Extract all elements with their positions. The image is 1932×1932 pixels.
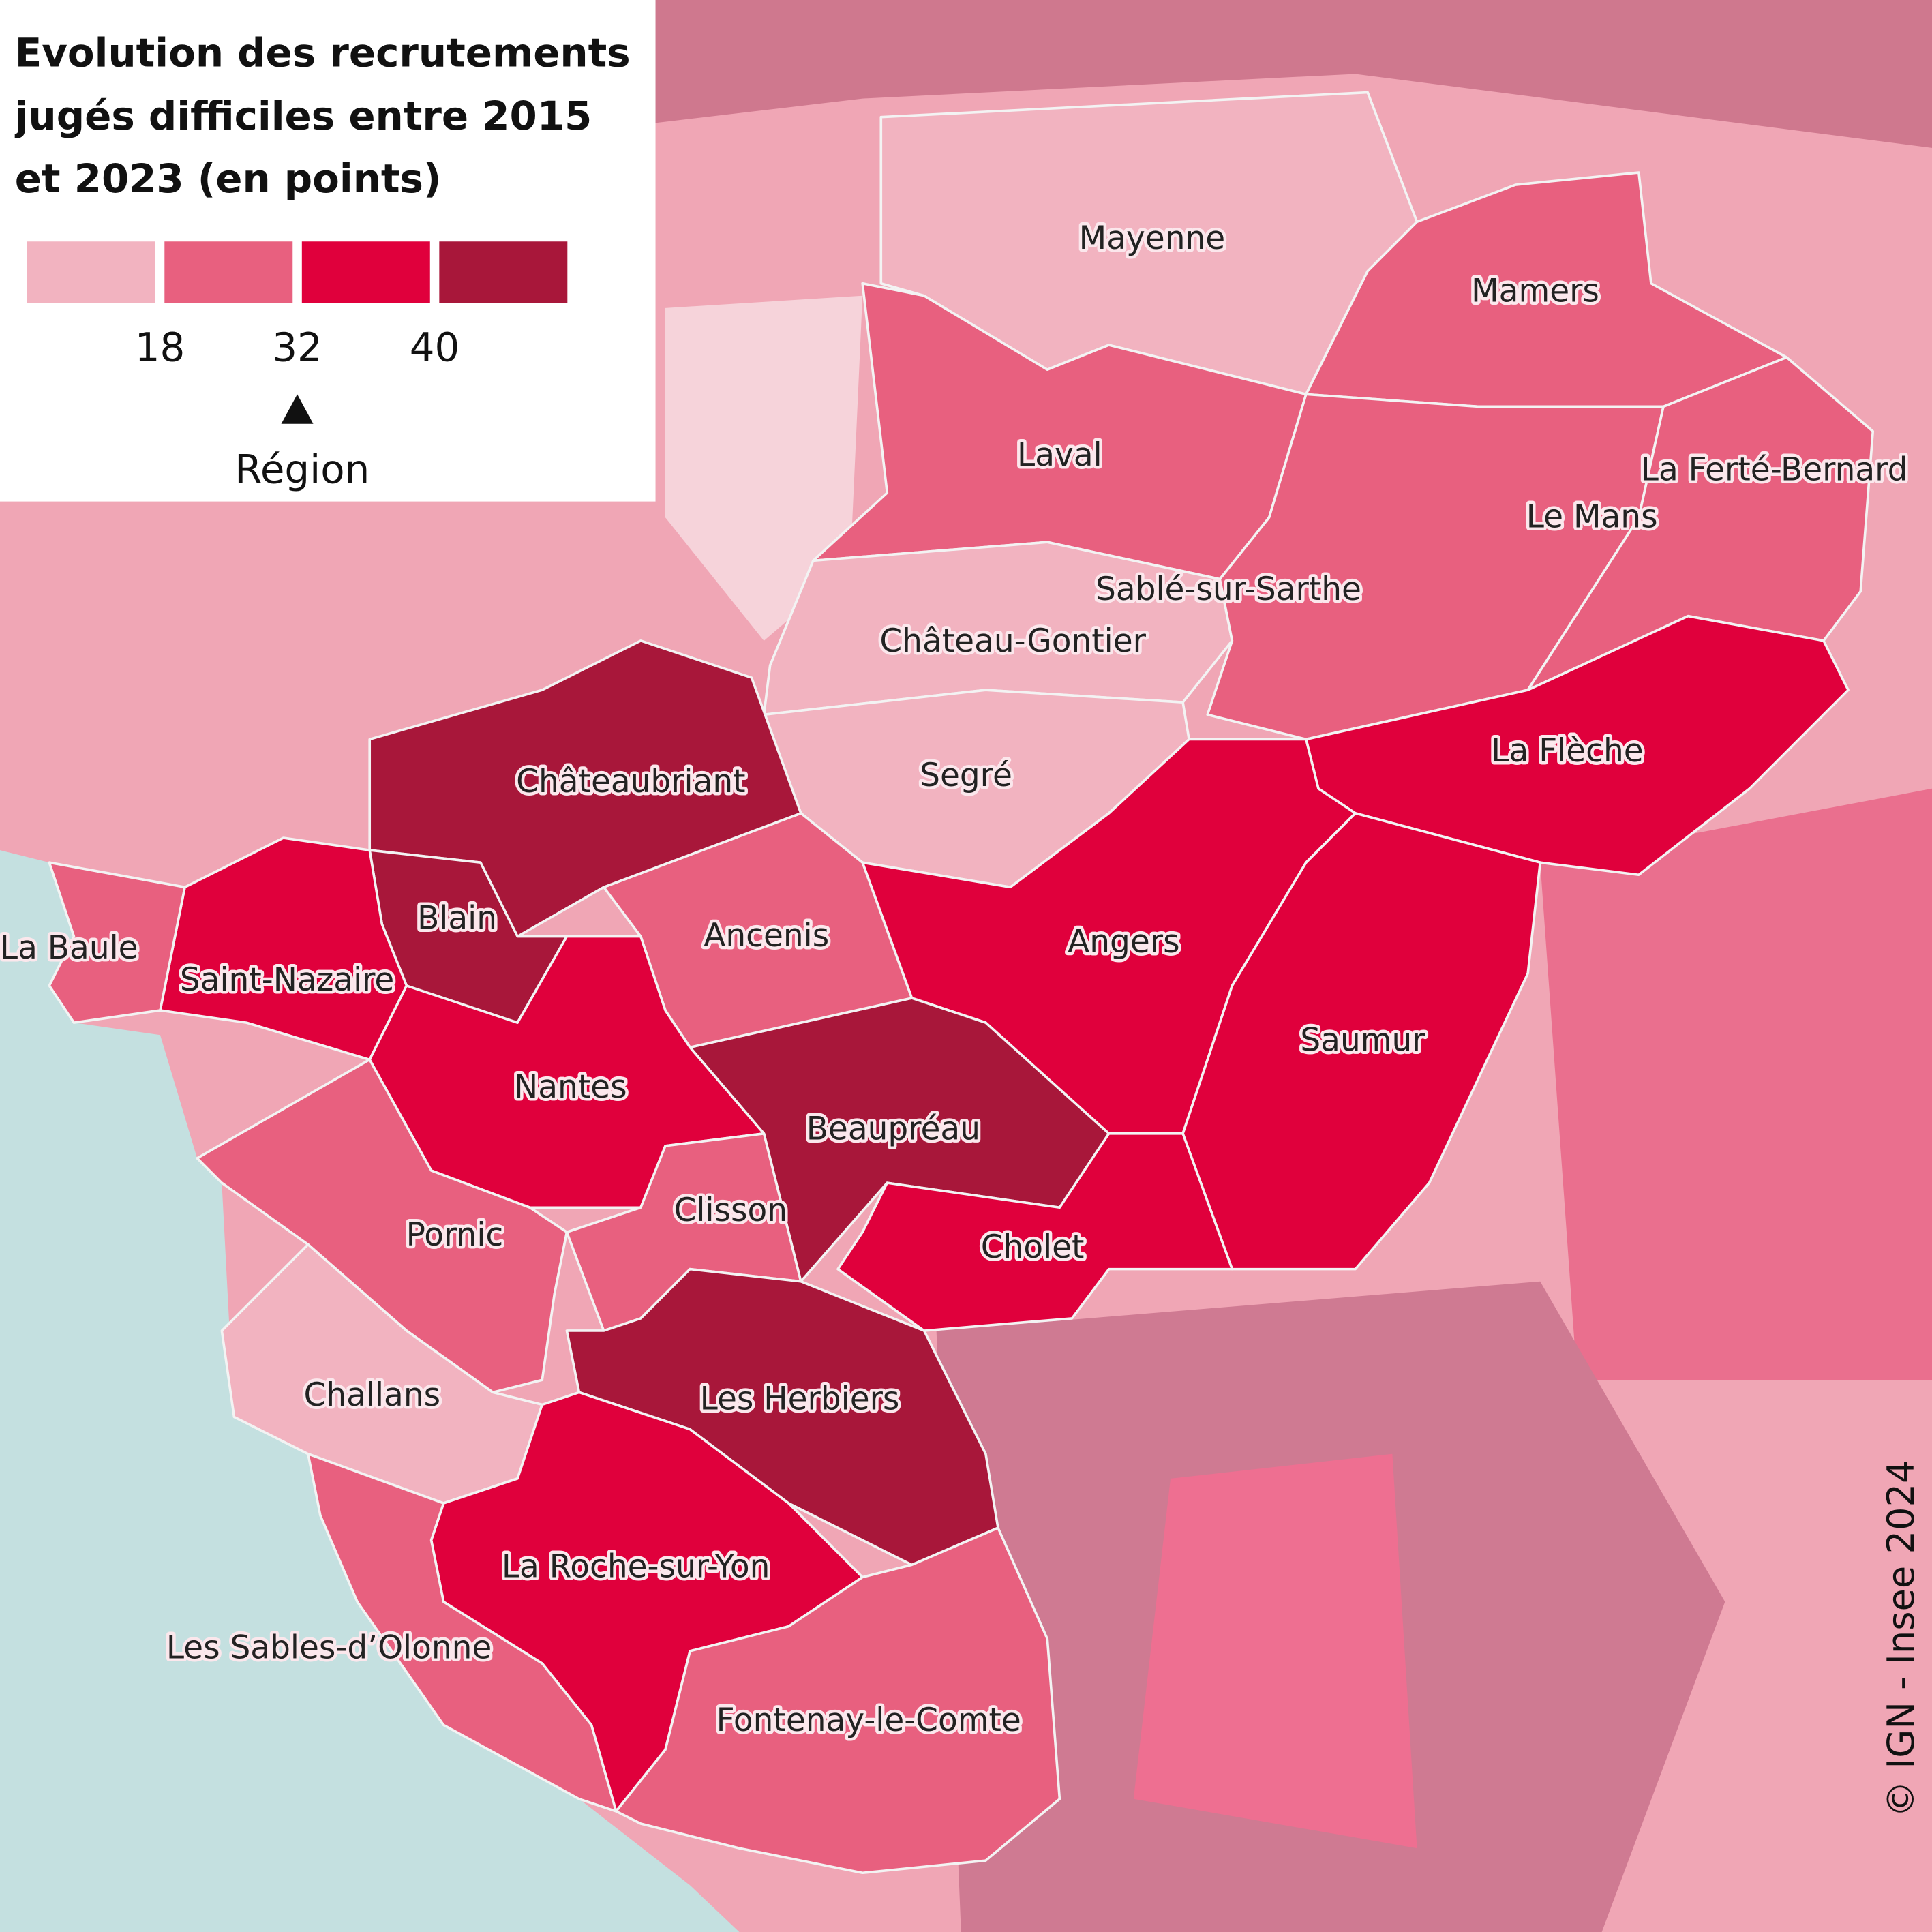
- legend-threshold: 18: [135, 324, 185, 370]
- place-label: La Flèche: [1491, 732, 1643, 770]
- credit: © IGN - Insee 2024: [1880, 1460, 1922, 1818]
- neighbour-area: [1540, 788, 1932, 1380]
- place-label: Les Herbiers: [700, 1380, 900, 1418]
- place-label: La Baule: [0, 929, 138, 967]
- labels: Mayenne Laval Château-Gontier Segré Mamers Le…: [0, 216, 1911, 1742]
- legend-threshold: 40: [410, 324, 460, 370]
- legend: 18 32 40 Région: [27, 241, 568, 492]
- place-label: Nantes: [514, 1068, 627, 1106]
- zone: [307, 1452, 618, 1813]
- place-label: Châteaubriant: [516, 763, 745, 800]
- neighbour-area: [652, 0, 1932, 148]
- place-label: Mamers: [1471, 273, 1599, 310]
- zone: [1181, 812, 1542, 1271]
- legend-swatch: [301, 241, 430, 303]
- title-wrap: Evolution des recrutements jugés diffici…: [14, 29, 631, 202]
- neighbour-area: [665, 295, 863, 641]
- sea: [0, 850, 740, 1932]
- place-label: Fontenay-le-Comte: [716, 1702, 1021, 1739]
- place-label: Challans: [304, 1376, 441, 1414]
- place-label: Blain: [417, 900, 497, 937]
- place-label: Saint-Nazaire: [180, 961, 394, 999]
- legend-swatch: [439, 241, 568, 303]
- place-label: Ancenis: [704, 917, 829, 954]
- place-label: Segré: [920, 757, 1012, 794]
- place-label: Beaupréau: [806, 1111, 980, 1148]
- place-label: Pornic: [406, 1216, 504, 1254]
- region-marker: [281, 394, 314, 424]
- place-label: La Roche-sur-Yon: [502, 1548, 770, 1585]
- place-label: Angers: [1068, 923, 1179, 961]
- region-marker-label: Région: [235, 446, 369, 492]
- place-label: Clisson: [674, 1192, 787, 1229]
- place-label: Sablé-sur-Sarthe: [1096, 571, 1361, 608]
- place-label: Château-Gontier: [879, 622, 1146, 660]
- legend-swatch: [164, 241, 293, 303]
- title: Evolution des recrutements jugés diffici…: [14, 29, 631, 202]
- zone: [614, 1526, 1061, 1875]
- zone: [48, 861, 186, 1024]
- place-label: Laval: [1017, 436, 1102, 474]
- place-label: Mayenne: [1079, 220, 1226, 257]
- legend-swatch: [27, 241, 155, 303]
- place-label: Cholet: [981, 1228, 1085, 1266]
- place-label: Saumur: [1300, 1022, 1425, 1059]
- zone: [836, 1132, 1234, 1332]
- place-label: Le Mans: [1526, 498, 1658, 535]
- neighbours: [652, 0, 1932, 1932]
- neighbour-area: [1133, 1453, 1417, 1849]
- place-label: Les Sables-d’Olonne: [166, 1629, 492, 1667]
- legend-threshold: 32: [272, 324, 322, 370]
- zone: [196, 1058, 569, 1394]
- place-label: La Ferté-Bernard: [1641, 451, 1908, 489]
- zones: [48, 91, 1875, 1875]
